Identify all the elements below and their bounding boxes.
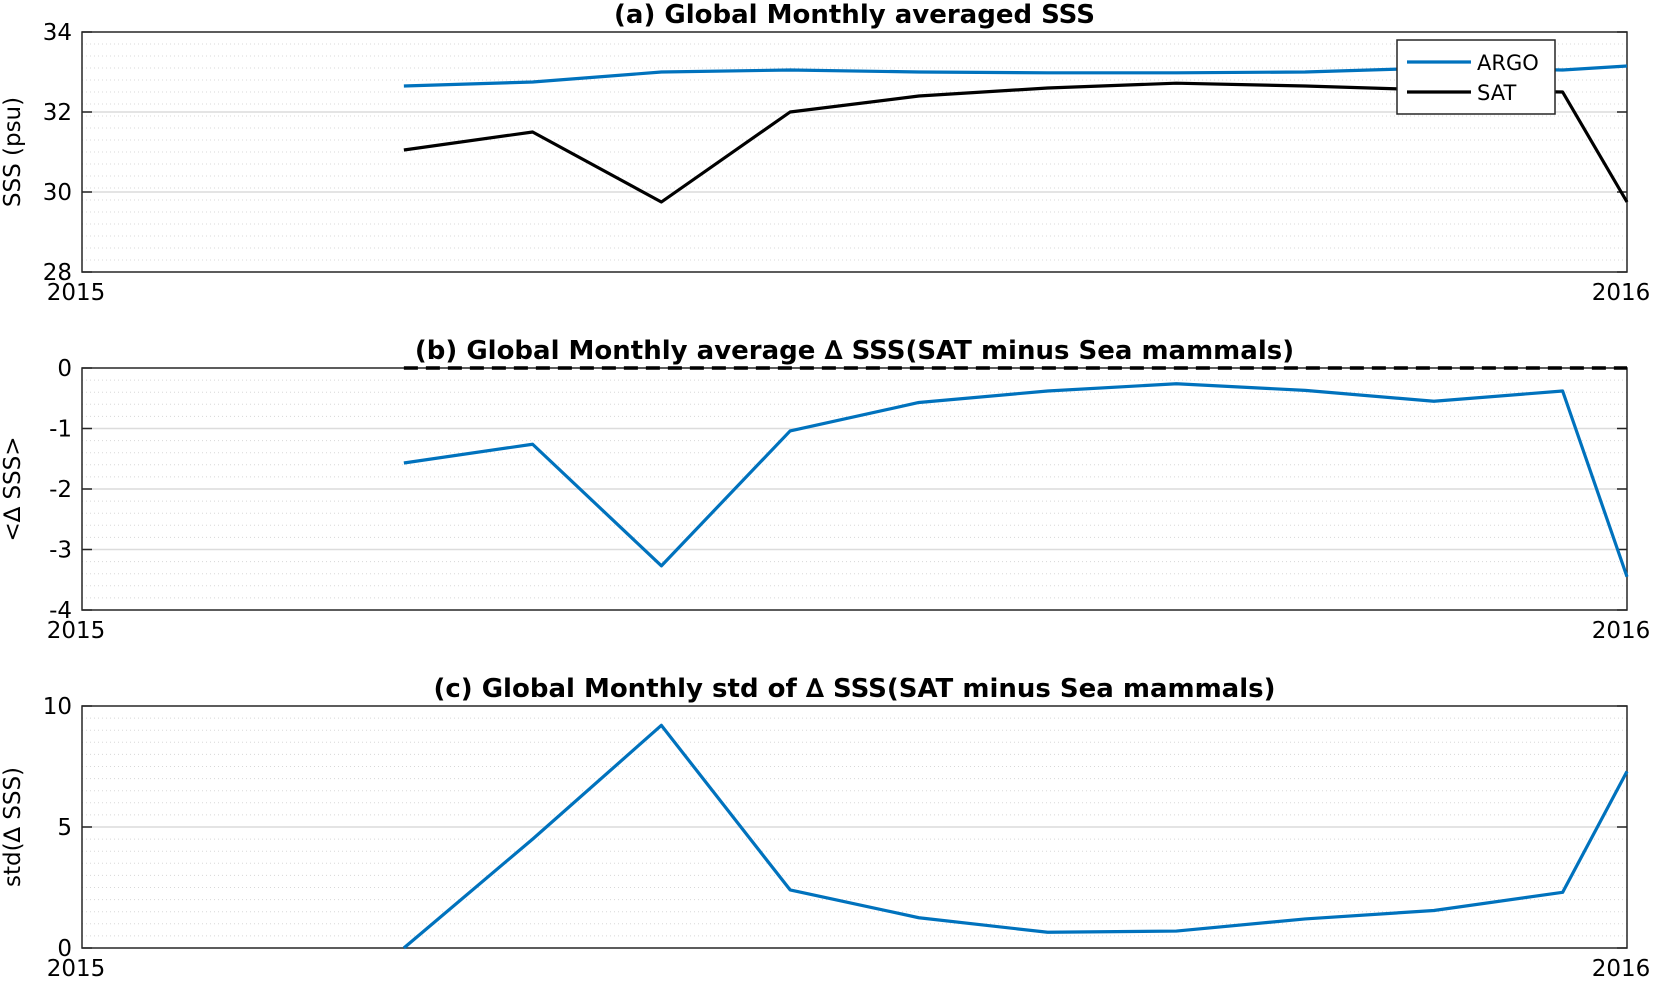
y-tick-label: 0 — [57, 936, 72, 962]
chart-title: (c) Global Monthly std of ∆ SSS(SAT minu… — [433, 674, 1275, 704]
y-tick-label: -3 — [49, 538, 72, 564]
y-tick-label: -1 — [49, 417, 72, 443]
chart-title: (a) Global Monthly averaged SSS — [614, 0, 1095, 30]
series-line-1 — [402, 723, 1629, 950]
legend-label-sat: SAT — [1477, 81, 1516, 105]
x-tick-label: 2015 — [47, 618, 106, 644]
legend-box — [1396, 39, 1556, 115]
chart-title: (b) Global Monthly average ∆ SSS(SAT min… — [415, 336, 1294, 366]
x-tick-label: 2015 — [47, 956, 106, 982]
y-tick-label: 10 — [43, 694, 72, 720]
panel-1: 28 30 32 34 2015 2016 (a) Global Monthly avera… — [0, 0, 1650, 306]
legend-label-argo: ARGO — [1477, 51, 1539, 75]
y-axis-label: std(∆ SSS) — [0, 767, 26, 887]
y-tick-label: 32 — [43, 100, 72, 126]
legend: ARGO SAT — [1396, 39, 1556, 115]
panel-3: 0 5 10 2015 2016 (c) Global Monthly std of ∆ … — [0, 674, 1650, 982]
y-axis-label: <∆ SSS> — [0, 436, 26, 541]
x-tick-label: 2016 — [1592, 618, 1651, 644]
x-tick-label: 2016 — [1592, 280, 1651, 306]
axes-box — [81, 31, 1628, 273]
y-tick-label: -2 — [49, 477, 72, 503]
y-tick-label: 28 — [43, 260, 72, 286]
y-tick-label: -4 — [49, 598, 72, 624]
y-tick-label: 30 — [43, 180, 72, 206]
y-tick-label: 0 — [57, 356, 72, 382]
series-line-1 — [403, 382, 1629, 578]
y-tick-label: 5 — [57, 815, 72, 841]
y-axis-label: SSS (psu) — [0, 97, 26, 207]
panel-2: -4 -3 -2 -1 0 2015 2016 (b) Global Monthly aver… — [0, 336, 1650, 644]
x-tick-label: 2016 — [1592, 956, 1651, 982]
x-tick-label: 2015 — [47, 280, 106, 306]
y-tick-label: 34 — [43, 20, 72, 46]
